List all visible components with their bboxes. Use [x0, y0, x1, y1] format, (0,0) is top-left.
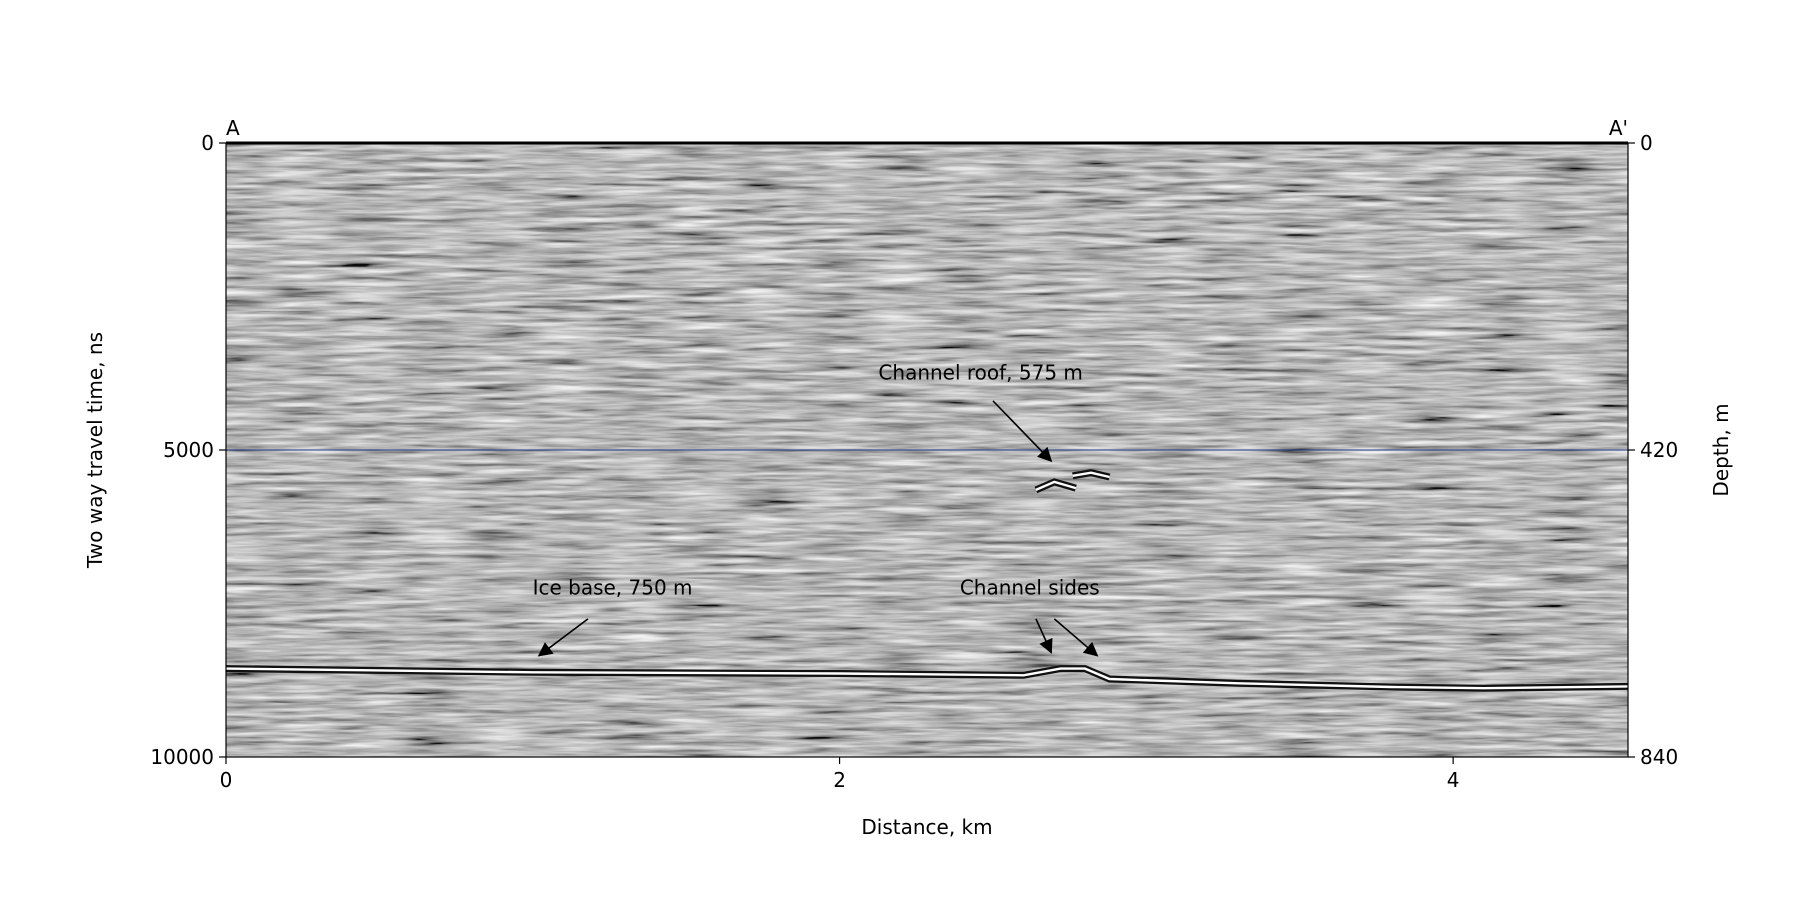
annotation: Ice base, 750 m	[533, 575, 693, 657]
y-right-tick-label: 840	[1640, 745, 1678, 769]
annotation-text: Channel roof, 575 m	[878, 360, 1083, 384]
y-tick-label: 10000	[150, 745, 214, 769]
x-axis-label: Distance, km	[861, 815, 992, 839]
grid-lines	[226, 449, 1628, 757]
channel-roof-secondary-reflector	[1072, 471, 1110, 479]
ice-base-reflector	[226, 667, 1628, 690]
profile-end-label: A'	[1609, 116, 1628, 140]
y-right-tick-label: 420	[1640, 438, 1678, 462]
annotation-arrow	[1053, 618, 1099, 657]
annotation-arrow	[1035, 618, 1053, 654]
x-tick-label: 4	[1447, 768, 1460, 792]
annotation: Channel sides	[960, 575, 1100, 657]
y-tick-label: 5000	[163, 438, 214, 462]
y-right-tick-label: 0	[1640, 131, 1653, 155]
y-axis-label: Two way travel time, ns	[83, 332, 107, 569]
annotation-text: Ice base, 750 m	[533, 575, 693, 599]
x-tick-label: 2	[833, 768, 846, 792]
annotation-layer: Channel roof, 575 m Ice base, 750 m Channe…	[533, 360, 1100, 657]
channel-roof-reflector	[1035, 480, 1077, 492]
annotation-arrow	[992, 400, 1053, 463]
annotation-arrow	[537, 618, 589, 657]
reflector-layer	[226, 469, 1628, 692]
x-tick-label: 0	[220, 768, 233, 792]
y-tick-label: 0	[201, 131, 214, 155]
profile-start-label: A	[226, 116, 240, 140]
annotation: Channel roof, 575 m	[878, 360, 1083, 463]
plot-area	[226, 143, 1628, 757]
y-axis-right-label: Depth, m	[1709, 403, 1733, 496]
annotation-text: Channel sides	[960, 575, 1100, 599]
